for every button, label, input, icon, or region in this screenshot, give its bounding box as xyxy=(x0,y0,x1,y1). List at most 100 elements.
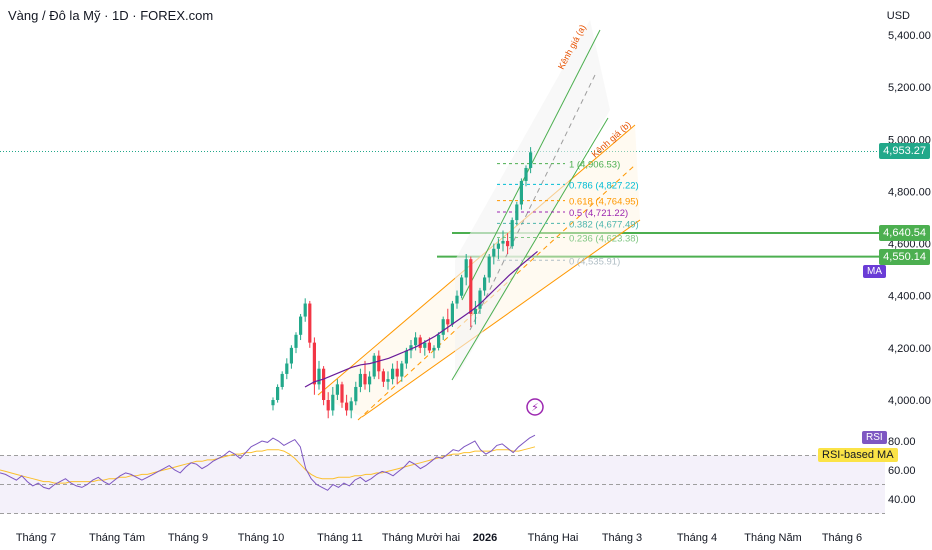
candle-body-46 xyxy=(483,277,487,291)
candle-body-14 xyxy=(335,384,339,395)
candle-body-52 xyxy=(510,220,514,247)
price-tick-0: 5,400.00 xyxy=(888,30,931,42)
price-tick-4: 4,600.00 xyxy=(888,239,931,251)
price-tick-7: 4,000.00 xyxy=(888,395,931,407)
x-label-5: Tháng Mười hai xyxy=(382,532,460,544)
candle-body-16 xyxy=(345,402,349,411)
x-label-2: Tháng 9 xyxy=(168,532,208,544)
candle-body-9 xyxy=(312,342,316,385)
fib-label-5: 0.236 (4,623.38) xyxy=(569,233,639,244)
last-price-tag: 4,953.27 xyxy=(879,143,930,160)
candle-body-35 xyxy=(432,347,436,351)
candle-body-45 xyxy=(478,290,482,309)
candle-body-26 xyxy=(391,368,395,380)
candle-body-31 xyxy=(414,337,418,346)
candle-body-32 xyxy=(418,337,422,348)
price-tick-6: 4,200.00 xyxy=(888,343,931,355)
candle-body-23 xyxy=(377,355,381,372)
price-tick-3: 4,800.00 xyxy=(888,186,931,198)
candle-body-42 xyxy=(464,259,468,278)
candle-body-47 xyxy=(487,256,491,278)
level-price-tag-1: 4,640.54 xyxy=(879,225,930,241)
fib-label-6: 0 (4,535.91) xyxy=(569,256,620,267)
level-price-tag-2: 4,550.14 xyxy=(879,248,930,265)
candle-body-13 xyxy=(331,394,335,411)
x-label-7: Tháng Hai xyxy=(528,532,579,544)
candle-body-38 xyxy=(446,319,450,325)
candle-body-2 xyxy=(280,373,284,387)
candle-body-40 xyxy=(455,295,459,304)
candle-body-37 xyxy=(441,319,445,335)
candle-body-27 xyxy=(395,368,399,377)
fib-label-2: 0.618 (4,764.95) xyxy=(569,197,639,208)
candle-body-28 xyxy=(400,363,404,377)
rsi-tick-2: 40.00 xyxy=(888,494,916,506)
x-label-10: Tháng Năm xyxy=(744,532,801,544)
candle-body-3 xyxy=(285,363,289,374)
price-tick-5: 4,400.00 xyxy=(888,291,931,303)
candle-body-56 xyxy=(529,152,533,168)
candle-body-30 xyxy=(409,345,413,351)
channel-a-line-2 xyxy=(451,117,609,381)
candle-body-44 xyxy=(473,308,477,314)
price-tick-2: 5,000.00 xyxy=(888,134,931,146)
candle-body-20 xyxy=(363,373,367,385)
rsi-tick-1: 60.00 xyxy=(888,465,916,477)
rsi-line xyxy=(0,434,536,491)
fib-label-4: 0.382 (4,677.49) xyxy=(569,219,639,230)
candle-body-7 xyxy=(303,303,307,317)
rsi-indicator-tag[interactable]: RSI xyxy=(862,431,887,444)
candle-body-36 xyxy=(437,334,441,348)
fib-label-1: 0.786 (4,827.22) xyxy=(569,180,639,191)
x-label-3: Tháng 10 xyxy=(238,532,284,544)
x-label-6: 2026 xyxy=(473,532,497,544)
chart-title[interactable]: Vàng / Đô la Mỹ · 1D · FOREX.com xyxy=(8,8,214,23)
candle-body-1 xyxy=(276,386,280,400)
lightning-icon: ⚡ xyxy=(531,401,539,414)
candle-body-21 xyxy=(368,376,372,385)
candle-body-53 xyxy=(515,204,519,221)
x-label-8: Tháng 3 xyxy=(602,532,642,544)
candle-body-0 xyxy=(271,400,275,406)
channel-b-line-2 xyxy=(361,219,641,418)
event-icon xyxy=(526,398,544,416)
fib-label-3: 0.5 (4,721.22) xyxy=(569,208,628,219)
ma-indicator-tag[interactable]: MA xyxy=(863,265,886,278)
candle-body-25 xyxy=(386,379,390,382)
candle-body-55 xyxy=(524,167,528,181)
price-tick-1: 5,200.00 xyxy=(888,82,931,94)
fib-label-0: 1 (4,906.53) xyxy=(569,160,620,171)
x-label-1: Tháng Tám xyxy=(89,532,145,544)
x-label-11: Tháng 6 xyxy=(822,532,862,544)
candle-body-15 xyxy=(340,384,344,403)
candle-body-34 xyxy=(427,342,431,351)
candle-body-49 xyxy=(496,243,500,249)
channel-a-line-1 xyxy=(469,74,596,331)
candle-body-8 xyxy=(308,303,312,343)
candle-body-5 xyxy=(294,334,298,348)
candle-body-6 xyxy=(299,316,303,335)
candle-body-4 xyxy=(289,347,293,364)
candle-body-41 xyxy=(460,277,464,296)
candle-body-50 xyxy=(501,240,505,244)
candle-body-18 xyxy=(354,386,358,402)
x-label-4: Tháng 11 xyxy=(317,532,363,544)
candle-body-22 xyxy=(372,355,376,377)
candle-body-33 xyxy=(423,342,427,348)
candle-body-48 xyxy=(492,248,496,257)
candle-body-24 xyxy=(381,371,385,382)
candle-body-43 xyxy=(469,259,473,314)
rsi-ma-indicator-tag[interactable]: RSI-based MA xyxy=(818,448,898,462)
candle-body-17 xyxy=(349,401,353,411)
ma-line xyxy=(304,250,538,388)
x-label-9: Tháng 4 xyxy=(677,532,717,544)
candle-body-29 xyxy=(404,350,408,364)
currency-label: USD xyxy=(886,10,910,22)
candle-body-39 xyxy=(450,303,454,325)
candle-body-51 xyxy=(506,240,510,247)
candle-body-10 xyxy=(317,368,321,385)
rsi-tick-0: 80.00 xyxy=(888,436,916,448)
candle-body-54 xyxy=(519,181,523,205)
candle-body-19 xyxy=(358,373,362,387)
